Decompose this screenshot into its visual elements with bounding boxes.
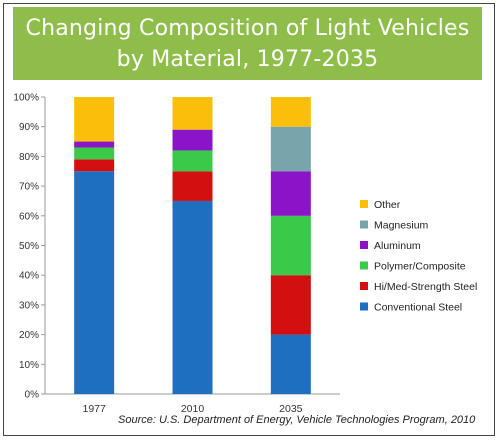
bar-segment <box>172 97 213 130</box>
bar-segment <box>270 334 311 394</box>
x-tick-label: 2035 <box>279 403 303 415</box>
y-tick-label: 50% <box>19 241 39 252</box>
y-tick-label: 90% <box>19 122 39 133</box>
y-tick-label: 70% <box>19 182 39 193</box>
legend-label: Magnesium <box>374 220 429 232</box>
source-note: Source: U.S. Department of Energy, Vehic… <box>118 414 476 426</box>
bar-segment <box>172 150 213 172</box>
bar-segment <box>74 141 115 148</box>
legend-label: Polymer/Composite <box>374 261 466 273</box>
y-tick-label: 20% <box>19 330 39 341</box>
y-tick-label: 40% <box>19 271 39 282</box>
bar-segment <box>270 275 311 335</box>
legend-label: Aluminum <box>374 240 421 252</box>
bar-segment <box>270 126 311 172</box>
y-tick-label: 80% <box>19 152 39 163</box>
legend-swatch <box>360 241 368 249</box>
y-tick-label: 10% <box>19 360 39 371</box>
y-tick-label: 0% <box>25 390 40 401</box>
legend-swatch <box>360 200 368 208</box>
legend-swatch <box>360 261 368 270</box>
y-tick-label: 100% <box>13 93 39 104</box>
bar-segment <box>270 171 311 216</box>
bar-segment <box>74 147 115 160</box>
bar-segment <box>172 200 213 394</box>
y-tick-label: 30% <box>19 300 39 311</box>
bar-segment <box>74 97 115 142</box>
legend-label: Conventional Steel <box>374 302 462 314</box>
legend-swatch <box>360 282 368 290</box>
bar-segment <box>172 171 213 201</box>
bar-segment <box>74 159 115 172</box>
legend-swatch <box>360 220 368 229</box>
legend-swatch <box>360 302 368 311</box>
bar-segment <box>270 215 311 276</box>
x-tick-label: 1977 <box>82 403 106 415</box>
legend-label: Other <box>374 199 401 211</box>
x-tick-label: 2010 <box>181 403 205 415</box>
y-tick-label: 60% <box>19 211 39 222</box>
chart-title: Changing Composition of Light Vehicles b… <box>25 15 470 72</box>
legend-label: Hi/Med-Strength Steel <box>374 281 477 293</box>
bar-segment <box>172 129 213 151</box>
bar-segment <box>270 97 311 127</box>
title-banner: Changing Composition of Light Vehicles b… <box>13 7 482 80</box>
bar-segment <box>74 171 115 394</box>
